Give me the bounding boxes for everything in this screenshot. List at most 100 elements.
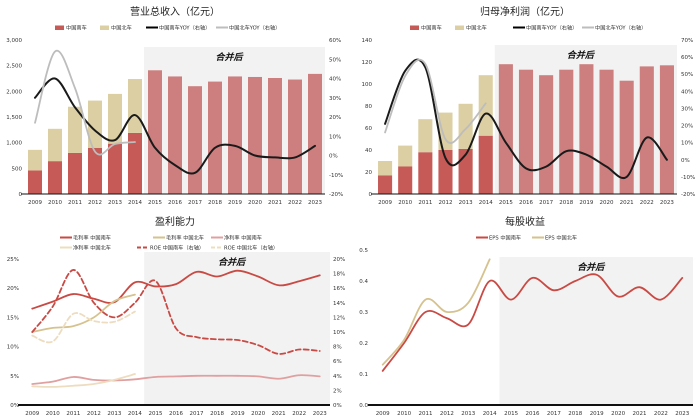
bar-csr-2013 bbox=[458, 148, 473, 194]
chart-2: 合并后 归母净利润（亿元） 0 20 40 60 80 100 120 140 -20% -10% 0%… bbox=[362, 5, 696, 206]
bar-csr-2012 bbox=[88, 147, 102, 194]
left-axis-tick-label: 100 bbox=[362, 82, 373, 88]
x-axis-tick-label: 2014 bbox=[479, 200, 493, 206]
bar-csr-2018 bbox=[559, 69, 574, 194]
bar-cnr-2013 bbox=[458, 103, 473, 149]
merger-annotation: 合并后 bbox=[215, 52, 244, 63]
legend-label: 中国南车YOY（右轴） bbox=[159, 24, 210, 32]
legend-label: 中国北车YOY（右轴） bbox=[229, 24, 280, 32]
x-axis-tick-label: 2019 bbox=[231, 411, 245, 417]
merger-annotation: 合并后 bbox=[218, 257, 247, 268]
legend-swatch bbox=[100, 25, 109, 30]
chart-title: 营业总收入（亿元） bbox=[130, 5, 220, 18]
x-axis-tick-label: 2021 bbox=[268, 200, 282, 206]
chart-3: 合并后 盈利能力 0% 5% 10% 15% 20% 25% 0% 2% 4% 6% 8% 10% 12% 1… bbox=[7, 215, 345, 417]
bar-csr-2015 bbox=[148, 70, 162, 194]
x-axis-tick-label: 2022 bbox=[654, 411, 668, 417]
chart-1: 合并后 营业总收入（亿元） 0 500 1,000 1,500 2,000 2,500 3,00… bbox=[6, 5, 343, 206]
right-axis-tick-label: 6% bbox=[333, 359, 342, 365]
bar-cnr-2011 bbox=[418, 119, 433, 153]
legend-label: 中国南车YOY（右轴） bbox=[526, 24, 577, 32]
bar-csr-2009 bbox=[378, 175, 393, 194]
bar-csr-2016 bbox=[518, 69, 534, 194]
right-axis-tick-label: -20% bbox=[681, 192, 695, 198]
right-axis-tick-label: 50% bbox=[681, 72, 693, 78]
x-axis-tick-label: 2012 bbox=[88, 200, 102, 206]
x-axis-tick-label: 2020 bbox=[251, 411, 265, 417]
x-axis-tick-label: 2009 bbox=[28, 200, 42, 206]
bar-csr-2023 bbox=[308, 73, 322, 194]
right-axis-tick-label: 60% bbox=[681, 55, 693, 61]
x-axis-tick-label: 2014 bbox=[128, 411, 142, 417]
x-axis-tick-label: 2015 bbox=[504, 411, 518, 417]
bar-csr-2012 bbox=[438, 150, 453, 194]
line-series-4 bbox=[31, 373, 136, 388]
right-axis-tick-label: -20% bbox=[329, 192, 343, 198]
bar-csr-2017 bbox=[188, 86, 202, 194]
x-axis-tick-label: 2009 bbox=[378, 200, 392, 206]
left-axis-tick-label: 25% bbox=[7, 257, 19, 263]
x-axis-tick-label: 2017 bbox=[190, 411, 204, 417]
x-axis-tick-label: 2023 bbox=[308, 200, 322, 206]
left-axis-tick-label: 5% bbox=[10, 374, 19, 380]
x-axis-tick-label: 2023 bbox=[675, 411, 689, 417]
legend-label: 中国南车 bbox=[421, 24, 442, 32]
merger-shaded-region bbox=[144, 252, 330, 405]
right-axis-tick-label: 50% bbox=[329, 57, 341, 63]
x-axis-tick-label: 2011 bbox=[68, 200, 82, 206]
x-axis-tick-label: 2011 bbox=[418, 200, 432, 206]
bar-csr-2013 bbox=[108, 143, 122, 194]
legend-label: ROE 中国南车（右轴） bbox=[150, 244, 204, 252]
bar-csr-2018 bbox=[208, 81, 222, 194]
right-axis-tick-label: 40% bbox=[329, 77, 341, 83]
x-axis-tick-label: 2023 bbox=[660, 200, 674, 206]
x-axis-tick-label: 2012 bbox=[87, 411, 101, 417]
right-axis-tick-label: 10% bbox=[333, 330, 345, 336]
right-axis-tick-label: 16% bbox=[333, 286, 345, 292]
left-axis-tick-label: 0 bbox=[369, 192, 373, 198]
x-axis-tick-label: 2020 bbox=[611, 411, 625, 417]
bar-csr-2022 bbox=[288, 79, 302, 194]
left-axis-tick-label: 0% bbox=[10, 403, 19, 409]
legend-label: 毛利率 中国南车 bbox=[73, 234, 111, 242]
x-axis-tick-label: 2020 bbox=[248, 200, 262, 206]
right-axis-tick-label: 4% bbox=[333, 374, 342, 380]
left-axis-tick-label: 40 bbox=[365, 148, 372, 154]
x-axis-tick-label: 2012 bbox=[438, 200, 452, 206]
right-axis-tick-label: 20% bbox=[329, 115, 341, 121]
merger-shaded-region bbox=[499, 257, 693, 405]
bar-cnr-2009 bbox=[28, 149, 42, 171]
left-axis-tick-label: 120 bbox=[362, 60, 373, 66]
x-axis-tick-label: 2017 bbox=[188, 200, 202, 206]
left-axis-tick-label: 2,500 bbox=[6, 64, 22, 70]
x-axis-tick-label: 2019 bbox=[228, 200, 242, 206]
legend-label: 净利率 中国北车 bbox=[73, 244, 111, 252]
bar-csr-2010 bbox=[48, 161, 62, 194]
x-axis-tick-label: 2016 bbox=[168, 200, 182, 206]
legend-label: 毛利率 中国北车 bbox=[166, 234, 204, 242]
left-axis-tick-label: 15% bbox=[7, 315, 19, 321]
left-axis-tick-label: 10% bbox=[7, 345, 19, 351]
left-axis-tick-label: 20% bbox=[7, 286, 19, 292]
x-axis-tick-label: 2019 bbox=[590, 411, 604, 417]
bar-cnr-2011 bbox=[68, 106, 82, 153]
chart-title: 归母净利润（亿元） bbox=[480, 5, 570, 18]
x-axis-tick-label: 2020 bbox=[600, 200, 614, 206]
x-axis-tick-label: 2022 bbox=[640, 200, 654, 206]
x-axis-tick-label: 2023 bbox=[313, 411, 327, 417]
bar-csr-2020 bbox=[599, 69, 614, 194]
bar-csr-2015 bbox=[498, 64, 513, 194]
right-axis-tick-label: 30% bbox=[681, 106, 693, 112]
bar-csr-2017 bbox=[539, 75, 554, 194]
x-axis-tick-label: 2012 bbox=[440, 411, 454, 417]
bar-cnr-2014 bbox=[128, 79, 142, 133]
bar-cnr-2012 bbox=[88, 100, 102, 148]
legend-swatch bbox=[455, 25, 464, 30]
right-axis-tick-label: 12% bbox=[333, 315, 345, 321]
x-axis-tick-label: 2021 bbox=[620, 200, 634, 206]
x-axis-tick-label: 2016 bbox=[519, 200, 533, 206]
bar-cnr-2014 bbox=[478, 75, 493, 136]
right-axis-tick-label: 0% bbox=[681, 158, 690, 164]
legend-label: 中国北车 bbox=[466, 24, 487, 32]
